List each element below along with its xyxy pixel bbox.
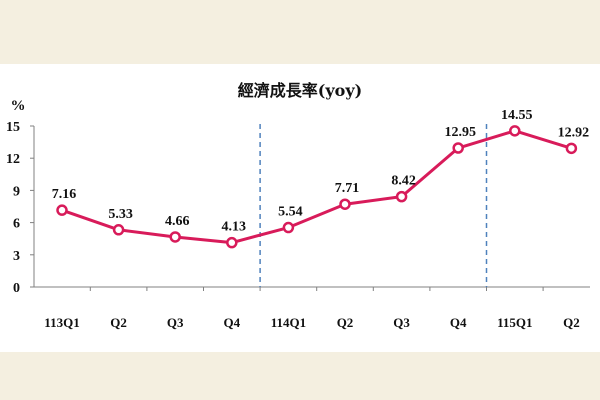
x-tick-label: 114Q1 [271,315,306,330]
data-point [565,142,578,155]
y-tick-label: 0 [13,281,20,296]
data-label: 4.66 [165,214,190,229]
data-label: 12.92 [558,125,590,140]
data-point [452,142,464,154]
data-point [56,204,68,216]
chart-panel [0,64,600,352]
x-tick-label: 113Q1 [44,315,79,330]
x-tick-label: Q4 [223,315,240,330]
data-label: 14.55 [501,108,533,123]
x-tick-label: 115Q1 [497,315,532,330]
data-label: 5.33 [108,207,133,222]
data-point [169,231,181,243]
x-tick-label: Q2 [337,315,354,330]
chart-title: 經濟成長率(yoy) [238,81,362,100]
x-tick-label: Q2 [563,315,580,330]
y-tick-label: 6 [13,217,20,232]
data-point [395,190,408,203]
data-label: 5.54 [278,205,303,220]
data-point [112,224,125,236]
data-label: 7.71 [335,181,360,196]
x-tick-label: Q3 [393,315,410,330]
x-tick-label: Q2 [110,315,127,330]
y-tick-label: 12 [6,152,20,167]
y-tick-label: 9 [13,184,20,199]
data-point [226,236,238,249]
y-axis-unit-label: % [11,98,26,114]
data-point [509,125,521,137]
data-label: 7.16 [52,187,77,202]
x-tick-label: Q4 [450,315,467,330]
data-label: 12.95 [444,125,476,140]
y-tick-label: 3 [13,249,20,264]
data-point [339,198,351,210]
data-label: 8.42 [391,174,416,189]
y-tick-label: 15 [6,120,20,135]
series-line [61,129,572,245]
x-tick-label: Q3 [167,315,184,330]
data-point [282,221,295,234]
data-label: 4.13 [222,220,247,235]
